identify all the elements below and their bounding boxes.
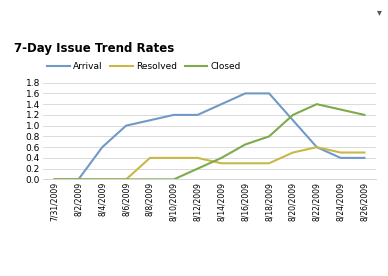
Resolved [76, 178, 81, 181]
Closed [124, 178, 128, 181]
Arrival [124, 124, 128, 127]
Line: Closed: Closed [55, 104, 364, 179]
Resolved [338, 151, 343, 154]
Arrival [338, 156, 343, 160]
Text: 7-Day Issue Trend Rates: 7-Day Issue Trend Rates [14, 42, 175, 55]
Arrival [100, 145, 105, 149]
Legend: Arrival, Resolved, Closed: Arrival, Resolved, Closed [47, 62, 241, 71]
Resolved [291, 151, 295, 154]
Arrival [219, 102, 224, 106]
Arrival [362, 156, 367, 160]
Arrival [314, 145, 319, 149]
Resolved [267, 162, 272, 165]
Arrival [171, 113, 176, 116]
Closed [243, 143, 248, 146]
Line: Resolved: Resolved [55, 147, 364, 179]
Closed [100, 178, 105, 181]
Resolved [147, 156, 152, 160]
Line: Arrival: Arrival [55, 93, 364, 179]
Arrival [76, 178, 81, 181]
Arrival [147, 119, 152, 122]
Resolved [52, 178, 57, 181]
Resolved [100, 178, 105, 181]
Closed [267, 135, 272, 138]
Resolved [195, 156, 200, 160]
Text: ▾: ▾ [377, 7, 382, 17]
Resolved [219, 162, 224, 165]
Arrival [195, 113, 200, 116]
Arrival [52, 178, 57, 181]
Closed [195, 167, 200, 170]
Closed [362, 113, 367, 116]
Resolved [124, 178, 128, 181]
Resolved [243, 162, 248, 165]
Closed [76, 178, 81, 181]
Closed [314, 102, 319, 106]
Resolved [171, 156, 176, 160]
Closed [52, 178, 57, 181]
Resolved [362, 151, 367, 154]
Closed [171, 178, 176, 181]
Closed [291, 113, 295, 116]
Closed [147, 178, 152, 181]
Arrival [267, 92, 272, 95]
Arrival [291, 119, 295, 122]
Closed [219, 156, 224, 160]
Resolved [314, 145, 319, 149]
Arrival [243, 92, 248, 95]
Closed [338, 108, 343, 111]
